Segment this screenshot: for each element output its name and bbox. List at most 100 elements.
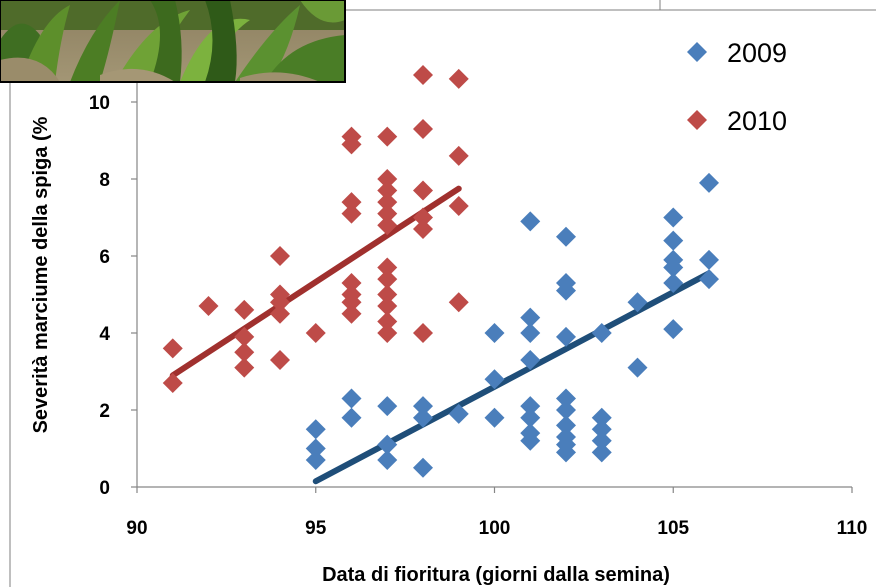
point-2010 [341,272,362,293]
point-2010 [198,296,219,317]
point-2009 [663,319,684,340]
x-tick-label: 110 [837,518,868,539]
y-tick-label: 6 [99,247,110,268]
y-tick-label: 0 [99,478,110,499]
point-2010 [270,303,290,324]
trendlines [169,185,712,485]
point-2009 [484,323,505,343]
x-tick-label: 95 [305,518,327,539]
point-2009 [663,207,684,228]
point-2010 [377,269,398,290]
point-2010 [377,296,398,317]
point-2010 [162,338,183,359]
point-2009 [591,442,612,463]
point-2009 [520,349,541,370]
point-2010 [448,195,469,216]
point-2009 [663,272,684,293]
point-2010 [448,292,469,313]
point-2010 [377,180,398,201]
point-2010 [377,323,398,343]
y-ticks: 0 2 4 6 8 10 [89,93,137,499]
y-tick-label: 4 [99,324,110,345]
point-2010 [305,323,326,343]
point-2010 [413,207,433,228]
legend: 2009 2010 [687,38,787,136]
point-2009 [591,407,612,428]
point-2009 [556,442,576,463]
point-2010 [234,326,255,347]
point-2010 [341,303,362,324]
point-2009 [556,326,576,347]
point-2009 [377,434,398,455]
point-2009 [484,369,505,390]
x-tick-label: 100 [479,518,511,539]
point-2009 [591,323,612,343]
point-2009 [591,430,612,451]
point-2009 [413,396,433,417]
point-2010 [270,292,290,313]
point-2010 [413,323,433,343]
point-2010 [270,349,290,370]
point-2009 [556,226,576,247]
point-2009 [591,419,612,440]
point-2009 [305,419,326,440]
data-points [162,65,719,478]
point-2009 [663,257,684,278]
point-2010 [377,215,398,236]
legend-label-2010: 2010 [727,106,787,136]
point-2009 [520,211,541,232]
x-ticks: 90 95 100 105 110 [126,487,867,539]
point-2009 [520,430,541,451]
point-2010 [377,203,398,224]
point-2010 [448,68,469,89]
point-2010 [377,257,398,278]
point-2010 [448,145,469,166]
point-2009 [520,396,541,417]
point-2010 [377,169,398,189]
point-2010 [341,134,362,155]
point-2010 [413,180,433,201]
point-2009 [556,415,576,436]
point-2009 [520,307,541,328]
y-axis-title: Severità marciume della spiga (% [30,116,52,433]
trendline-2009 [312,270,712,485]
point-2009 [341,407,362,428]
point-2009 [556,388,576,409]
point-2009 [448,403,469,424]
point-2010 [234,299,255,320]
point-2009 [699,249,719,270]
point-2009 [520,407,541,428]
point-2009 [556,280,576,301]
point-2010 [413,118,433,139]
x-tick-label: 90 [126,518,147,539]
point-2009 [627,292,648,313]
point-2010 [413,219,433,240]
point-2009 [556,400,576,420]
y-tick-label: 8 [99,170,110,191]
point-2010 [413,65,433,86]
point-2009 [413,407,433,428]
point-2009 [520,323,541,343]
point-2009 [699,269,719,290]
point-2009 [699,172,719,193]
legend-marker-2010 [687,110,707,130]
point-2009 [305,438,326,459]
point-2009 [377,450,398,471]
point-2010 [234,342,255,363]
x-tick-label: 105 [657,518,689,539]
point-2010 [377,126,398,147]
legend-label-2009: 2009 [727,38,787,68]
point-2010 [270,246,290,266]
point-2010 [341,203,362,224]
x-axis-title: Data di fioritura (giorni dalla semina) [322,564,670,586]
point-2010 [377,192,398,213]
trendline-2010 [169,185,462,379]
point-2009 [484,407,505,428]
point-2010 [377,311,398,332]
point-2009 [377,396,398,417]
corn-field-photo [0,0,346,83]
point-2009 [663,230,684,251]
point-2010 [162,373,183,394]
y-tick-label: 10 [89,93,110,114]
legend-marker-2009 [687,42,707,62]
